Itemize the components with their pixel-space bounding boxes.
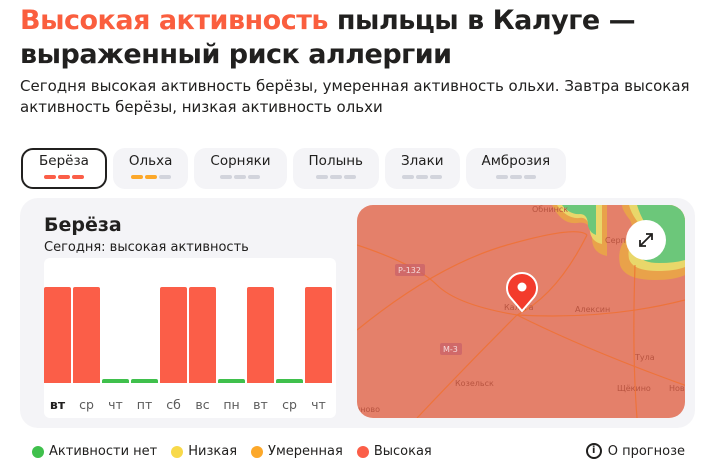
level-indicator [39, 175, 89, 179]
bar [73, 287, 100, 383]
level-dot [158, 175, 171, 179]
level-indicator [129, 175, 172, 179]
map-label: Щёкино [617, 384, 651, 393]
legend-item: Активности нет [32, 444, 157, 459]
level-dot [315, 175, 328, 179]
about-forecast-link[interactable]: i О прогнозе [585, 443, 685, 459]
bar [44, 287, 71, 383]
map-label: Козельск [455, 379, 494, 388]
bar [276, 379, 303, 383]
info-icon: i [585, 443, 602, 459]
level-indicator [401, 175, 443, 179]
bar [131, 379, 158, 383]
map-label: Р-132 [398, 266, 421, 275]
level-dot [71, 175, 84, 179]
day-label: ср [79, 397, 94, 412]
tab-3[interactable]: Полынь [292, 148, 380, 189]
activity-bar-chart: вт ср чт пт сб вс пн вт ср чт [44, 258, 336, 418]
map-label: Обнинск [532, 205, 568, 214]
day-label: чт [108, 397, 123, 412]
level-dot [343, 175, 356, 179]
level-dot [416, 175, 429, 179]
legend-swatch [356, 445, 369, 458]
day-label: пт [136, 397, 153, 412]
legend-swatch [251, 445, 264, 458]
expand-button[interactable] [626, 220, 666, 260]
level-indicator [210, 175, 270, 179]
map-label: Тула [634, 353, 655, 362]
bar [305, 287, 332, 383]
day-label: вт [49, 397, 66, 412]
tab-1[interactable]: Ольха [112, 148, 189, 189]
level-dot [329, 175, 342, 179]
level-dot [43, 175, 56, 179]
tab-label: Ольха [128, 153, 173, 169]
card-status: Сегодня: высокая активность [44, 240, 249, 255]
tab-label: Амброзия [481, 153, 551, 169]
level-dot [144, 175, 157, 179]
page-title: Высокая активность пыльцы в Калуге — выр… [20, 5, 636, 70]
tab-label: Берёза [39, 153, 89, 169]
day-label: сб [166, 397, 181, 412]
tab-2[interactable]: Сорняки [194, 148, 287, 189]
legend-item: Высокая [356, 444, 432, 459]
bar [102, 379, 129, 383]
legend-item: Низкая [171, 444, 237, 459]
bar [160, 287, 187, 383]
day-label: ср [282, 397, 297, 412]
location-pin-icon [506, 272, 538, 313]
level-dot [523, 175, 536, 179]
legend-swatch [32, 445, 44, 458]
tab-5[interactable]: Амброзия [465, 148, 567, 189]
bar [189, 287, 216, 383]
day-label: чт [311, 397, 326, 412]
tab-4[interactable]: Злаки [385, 148, 460, 189]
allergen-tabs: Берёза Ольха Сорняки Полынь Злаки Амброзия [21, 148, 567, 189]
tab-label: Сорняки [210, 153, 271, 169]
pollen-map[interactable]: Обнинск Серп Р-132 Калуга Алексин М-3 Ту… [357, 205, 685, 418]
legend-swatch [171, 445, 184, 458]
bar [218, 379, 245, 383]
page-subtitle: Сегодня высокая активность берёзы, умере… [20, 77, 690, 116]
level-dot [430, 175, 443, 179]
expand-icon [639, 233, 653, 247]
level-dot [495, 175, 508, 179]
bar [247, 287, 274, 383]
tab-label: Полынь [308, 153, 364, 169]
tab-0[interactable]: Берёза [21, 148, 107, 189]
legend: Активности нет Низкая Умеренная Высокая [32, 444, 432, 459]
level-dot [402, 175, 415, 179]
map-label: М-3 [443, 345, 458, 354]
forecast-card: Берёза Сегодня: высокая активность вт ср ч… [20, 198, 695, 428]
level-dot [509, 175, 522, 179]
legend-item: Умеренная [251, 444, 343, 459]
tab-label: Злаки [401, 153, 444, 169]
level-dot [248, 175, 261, 179]
day-label: вт [253, 397, 268, 412]
level-dot [57, 175, 70, 179]
day-label: вс [195, 397, 210, 412]
card-title: Берёза [44, 214, 122, 236]
level-indicator [482, 175, 551, 179]
day-label: пн [223, 397, 240, 412]
map-label: Алексин [575, 305, 610, 314]
map-label: Серп [605, 236, 626, 245]
map-label: Нов [669, 384, 685, 393]
level-indicator [309, 175, 363, 179]
map-label: нново [357, 405, 380, 414]
level-dot [234, 175, 247, 179]
level-dot [130, 175, 143, 179]
level-dot [220, 175, 233, 179]
